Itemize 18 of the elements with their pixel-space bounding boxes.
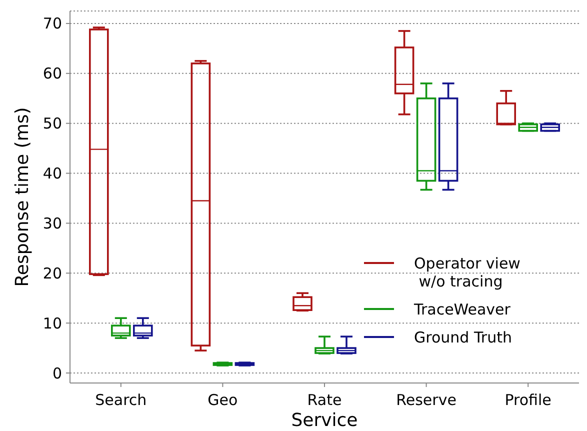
legend-label: Operator view w/o tracing <box>414 254 520 290</box>
y-tick-label: 50 <box>42 114 62 133</box>
y-axis-title: Response time (ms) <box>12 107 33 287</box>
y-tick-label: 60 <box>42 64 62 83</box>
x-tick-label: Profile <box>504 391 552 409</box>
y-tick-label: 10 <box>42 314 62 332</box>
legend-label: TraceWeaver <box>413 300 512 318</box>
x-tick-label: Geo <box>208 391 238 409</box>
x-tick-label: Search <box>95 391 147 409</box>
y-tick-label: 70 <box>42 14 62 33</box>
x-axis-title: Service <box>291 410 358 431</box>
y-tick-label: 30 <box>42 214 62 232</box>
y-tick-label: 0 <box>52 364 62 382</box>
y-tick-label: 40 <box>42 164 62 183</box>
legend-label: Ground Truth <box>414 328 512 346</box>
x-tick-label: Reserve <box>396 391 456 409</box>
x-tick-label: Rate <box>307 391 342 409</box>
y-tick-label: 20 <box>42 264 62 282</box>
